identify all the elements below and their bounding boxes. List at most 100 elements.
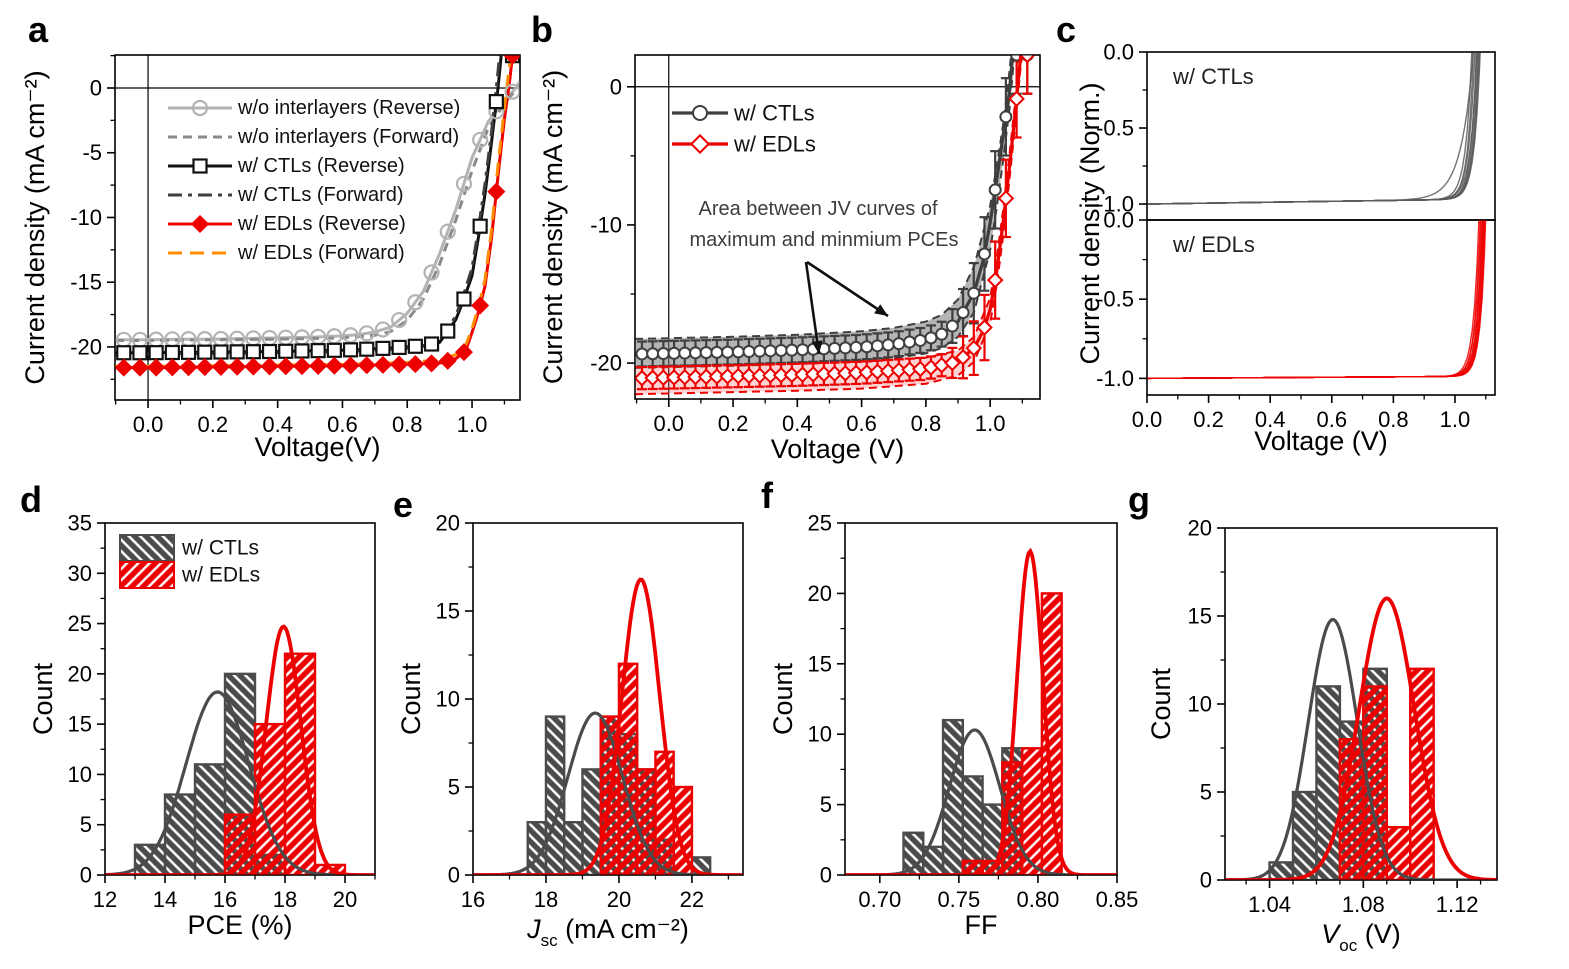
panel-label-f: f bbox=[761, 475, 773, 516]
panel-label-e: e bbox=[393, 484, 414, 525]
svg-text:-10: -10 bbox=[70, 205, 102, 230]
svg-text:10: 10 bbox=[1188, 692, 1212, 717]
svg-text:12: 12 bbox=[93, 887, 117, 912]
svg-text:-20: -20 bbox=[590, 351, 622, 376]
svg-text:5: 5 bbox=[448, 775, 460, 800]
panel-g-histogram: 1.04 1.08 1.12 0 5 10 15 20 Voc (V) Count bbox=[1146, 516, 1498, 955]
panel-c-sub-edl: 0.0 0.2 0.4 0.6 0.8 1.0 0.0 -0.5 -1.0 w/ EDLs bbox=[1096, 208, 1496, 432]
svg-text:0.70: 0.70 bbox=[858, 887, 901, 912]
svg-text:-15: -15 bbox=[70, 270, 102, 295]
svg-text:35: 35 bbox=[68, 511, 92, 536]
panel-a-curves bbox=[115, 55, 520, 377]
svg-text:0.4: 0.4 bbox=[262, 412, 293, 437]
svg-text:Jsc (mA cm⁻²): Jsc (mA cm⁻²) bbox=[526, 914, 689, 950]
panel-label-g: g bbox=[1128, 479, 1150, 520]
svg-text:22: 22 bbox=[680, 887, 704, 912]
svg-text:0: 0 bbox=[448, 863, 460, 888]
svg-text:30: 30 bbox=[68, 561, 92, 586]
svg-text:FF: FF bbox=[965, 910, 998, 940]
panel-label-c: c bbox=[1056, 9, 1077, 50]
svg-text:0.4: 0.4 bbox=[782, 411, 813, 436]
svg-text:0: 0 bbox=[820, 863, 832, 888]
svg-text:25: 25 bbox=[68, 611, 92, 636]
svg-text:10: 10 bbox=[808, 722, 832, 747]
svg-text:0.2: 0.2 bbox=[718, 411, 749, 436]
svg-text:18: 18 bbox=[273, 887, 297, 912]
svg-text:0.80: 0.80 bbox=[1017, 887, 1060, 912]
svg-text:0.0: 0.0 bbox=[133, 412, 164, 437]
svg-text:1.12: 1.12 bbox=[1436, 892, 1479, 917]
svg-text:0.2: 0.2 bbox=[1193, 407, 1224, 432]
panel-d-legend: w/ CTLs w/ EDLs bbox=[119, 534, 260, 589]
svg-text:w/ CTLs: w/ CTLs bbox=[733, 101, 815, 126]
panel-c-sub-ctl: 0.0 -0.5 -1.0 w/ CTLs bbox=[1096, 40, 1496, 221]
svg-text:w/ CTLs (Reverse): w/ CTLs (Reverse) bbox=[237, 155, 405, 177]
svg-text:Voltage (V): Voltage (V) bbox=[771, 434, 905, 464]
svg-text:15: 15 bbox=[808, 651, 832, 676]
svg-text:16: 16 bbox=[461, 887, 485, 912]
panel-label-d: d bbox=[20, 479, 42, 520]
panel-d-bars bbox=[105, 624, 375, 875]
panel-b-annotation: Area between JV curves of maximum and min… bbox=[690, 198, 958, 355]
svg-text:Area between JV curves of: Area between JV curves of bbox=[698, 198, 937, 220]
panel-b-jv-chart: 0.0 0.2 0.4 0.6 0.8 1.0 0 -10 -20 w/ CTLs w/ EDLs A… bbox=[538, 54, 1041, 464]
svg-text:-1.0: -1.0 bbox=[1096, 192, 1134, 217]
svg-text:10: 10 bbox=[68, 762, 92, 787]
svg-text:20: 20 bbox=[607, 887, 631, 912]
svg-text:20: 20 bbox=[808, 581, 832, 606]
svg-text:Current density (mA cm⁻²): Current density (mA cm⁻²) bbox=[538, 70, 568, 384]
svg-text:5: 5 bbox=[80, 812, 92, 837]
panel-a-legend: w/o interlayers (Reverse) w/o interlayers… bbox=[168, 97, 460, 264]
svg-text:25: 25 bbox=[808, 511, 832, 536]
svg-text:15: 15 bbox=[68, 712, 92, 737]
panel-label-b: b bbox=[531, 9, 553, 50]
svg-text:5: 5 bbox=[820, 792, 832, 817]
svg-text:Voc (V): Voc (V) bbox=[1321, 919, 1400, 955]
svg-text:0.0: 0.0 bbox=[1103, 40, 1134, 65]
svg-text:w/ CTLs (Forward): w/ CTLs (Forward) bbox=[237, 184, 404, 206]
svg-text:Count: Count bbox=[1146, 667, 1176, 740]
svg-text:15: 15 bbox=[1188, 604, 1212, 629]
svg-text:w/ EDLs (Forward): w/ EDLs (Forward) bbox=[237, 242, 405, 264]
svg-text:0: 0 bbox=[1200, 868, 1212, 893]
svg-text:5: 5 bbox=[1200, 780, 1212, 805]
svg-text:-0.5: -0.5 bbox=[1096, 116, 1134, 141]
panel-g-bars bbox=[1225, 596, 1497, 880]
svg-text:Count: Count bbox=[28, 662, 58, 735]
panel-label-a: a bbox=[28, 9, 49, 50]
svg-text:0.4: 0.4 bbox=[1255, 407, 1286, 432]
svg-text:20: 20 bbox=[68, 661, 92, 686]
svg-text:w/ EDLs: w/ EDLs bbox=[1172, 232, 1255, 257]
panel-f-bars bbox=[845, 547, 1117, 875]
svg-text:w/ EDLs: w/ EDLs bbox=[181, 564, 260, 587]
svg-text:15: 15 bbox=[436, 599, 460, 624]
svg-text:0.8: 0.8 bbox=[1378, 407, 1409, 432]
svg-text:1.08: 1.08 bbox=[1342, 892, 1385, 917]
svg-text:w/ CTLs: w/ CTLs bbox=[181, 537, 259, 560]
svg-text:0.6: 0.6 bbox=[846, 411, 877, 436]
svg-text:0.75: 0.75 bbox=[937, 887, 980, 912]
svg-text:0: 0 bbox=[610, 74, 622, 99]
svg-text:0.8: 0.8 bbox=[392, 412, 423, 437]
svg-text:0.2: 0.2 bbox=[198, 412, 229, 437]
svg-text:20: 20 bbox=[333, 887, 357, 912]
svg-text:0.6: 0.6 bbox=[1316, 407, 1347, 432]
svg-text:-0.5: -0.5 bbox=[1096, 287, 1134, 312]
svg-text:PCE (%): PCE (%) bbox=[187, 910, 292, 940]
svg-text:16: 16 bbox=[213, 887, 237, 912]
svg-text:w/ CTLs: w/ CTLs bbox=[1172, 64, 1254, 89]
svg-text:14: 14 bbox=[153, 887, 177, 912]
svg-text:Current density (mA cm⁻²): Current density (mA cm⁻²) bbox=[20, 70, 50, 384]
svg-text:20: 20 bbox=[436, 511, 460, 536]
svg-text:0: 0 bbox=[80, 863, 92, 888]
svg-text:Voltage (V): Voltage (V) bbox=[1254, 426, 1388, 456]
svg-text:Voltage(V): Voltage(V) bbox=[254, 432, 380, 462]
svg-text:0.0: 0.0 bbox=[653, 411, 684, 436]
panel-b-legend: w/ CTLs w/ EDLs bbox=[672, 101, 816, 157]
panel-f-histogram: 0.70 0.75 0.80 0.85 0 5 10 15 20 25 FF Count bbox=[768, 511, 1138, 941]
svg-text:1.04: 1.04 bbox=[1248, 892, 1291, 917]
